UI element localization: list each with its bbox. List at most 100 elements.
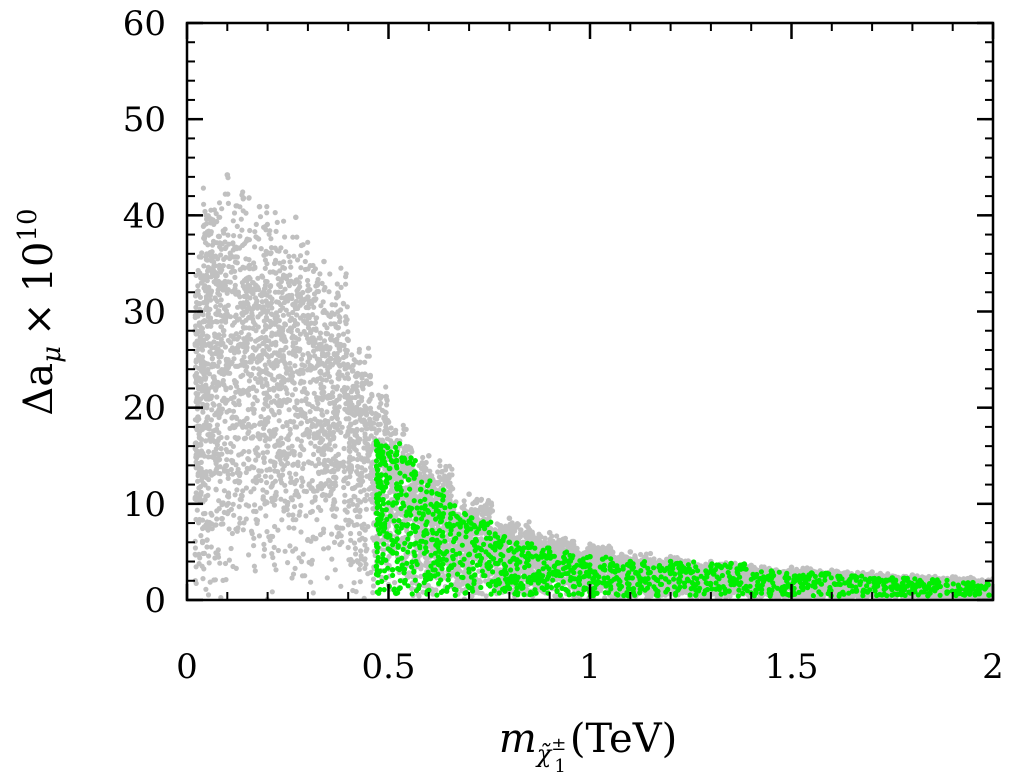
- data-point: [292, 565, 298, 572]
- data-point: [201, 263, 207, 269]
- data-point: [216, 359, 222, 365]
- data-point: [298, 502, 304, 508]
- data-point: [228, 385, 234, 391]
- data-point: [226, 508, 232, 514]
- data-point: [199, 540, 206, 546]
- data-point: [258, 246, 264, 252]
- data-point: [282, 548, 288, 554]
- data-point: [286, 407, 292, 413]
- data-point: [208, 510, 214, 516]
- data-point: [352, 494, 358, 500]
- data-point: [236, 401, 242, 408]
- data-point: [253, 475, 259, 481]
- data-point: [308, 440, 314, 446]
- data-point: [292, 404, 298, 410]
- data-point: [203, 438, 209, 444]
- data-points: [192, 172, 993, 600]
- data-point: [224, 435, 230, 441]
- data-point: [307, 409, 313, 415]
- data-point: [241, 325, 247, 331]
- data-point: [383, 410, 389, 416]
- data-point: [348, 537, 354, 543]
- data-point: [332, 443, 338, 449]
- data-point: [243, 516, 249, 522]
- data-point: [297, 509, 303, 515]
- data-point: [384, 436, 390, 442]
- data-point: [353, 551, 359, 557]
- data-point: [334, 416, 340, 422]
- data-point: [326, 493, 332, 499]
- data-point: [264, 480, 270, 486]
- data-point: [383, 384, 389, 390]
- data-point: [251, 543, 257, 549]
- data-point: [297, 380, 303, 386]
- data-point: [318, 303, 324, 309]
- data-point: [370, 576, 377, 582]
- data-point: [338, 583, 344, 589]
- data-point: [212, 577, 218, 583]
- data-point: [344, 317, 350, 323]
- data-point: [194, 507, 200, 513]
- data-point: [229, 264, 235, 270]
- data-point: [337, 319, 343, 325]
- data-point: [329, 362, 335, 368]
- data-point: [291, 380, 297, 386]
- data-point: [359, 427, 365, 433]
- data-point: [340, 331, 347, 337]
- data-point: [253, 457, 259, 463]
- data-point: [267, 394, 273, 400]
- data-point: [289, 295, 295, 302]
- data-point: [290, 517, 296, 523]
- data-point: [354, 388, 360, 394]
- data-point: [291, 504, 298, 510]
- data-point: [217, 478, 223, 484]
- data-point: [308, 330, 314, 336]
- data-point: [228, 466, 234, 473]
- data-point: [236, 473, 243, 479]
- data-point: [281, 218, 287, 224]
- data-point: [461, 569, 467, 576]
- data-point: [341, 463, 347, 470]
- data-point: [261, 546, 268, 553]
- data-point: [195, 478, 201, 484]
- data-point: [241, 520, 247, 526]
- data-point: [362, 542, 368, 548]
- data-point: [231, 394, 237, 400]
- data-point: [262, 376, 268, 382]
- data-point: [276, 410, 282, 416]
- data-point: [222, 560, 229, 567]
- data-point: [262, 257, 268, 263]
- data-point: [243, 469, 249, 476]
- data-point: [193, 304, 199, 310]
- data-point: [246, 457, 252, 463]
- data-point: [292, 424, 298, 430]
- data-point: [264, 449, 270, 455]
- data-point: [225, 500, 231, 506]
- data-point: [251, 563, 257, 569]
- data-point: [271, 544, 277, 551]
- data-point: [238, 362, 244, 368]
- data-point: [357, 359, 363, 365]
- data-point: [252, 394, 258, 400]
- data-point: [209, 249, 215, 255]
- data-point: [219, 206, 225, 212]
- data-point: [201, 201, 207, 207]
- data-point: [343, 281, 349, 287]
- data-point: [221, 468, 228, 474]
- data-point: [279, 440, 286, 446]
- data-point: [301, 386, 307, 392]
- data-point: [340, 525, 346, 531]
- data-point: [351, 540, 358, 546]
- data-point: [240, 527, 246, 533]
- data-point: [221, 332, 227, 338]
- data-point: [287, 470, 293, 476]
- data-point: [218, 318, 224, 324]
- data-point: [251, 508, 257, 514]
- data-point: [359, 525, 365, 531]
- data-point: [300, 242, 306, 248]
- data-point: [298, 265, 304, 271]
- data-point: [311, 348, 317, 354]
- data-point: [200, 409, 206, 415]
- data-point: [211, 363, 217, 369]
